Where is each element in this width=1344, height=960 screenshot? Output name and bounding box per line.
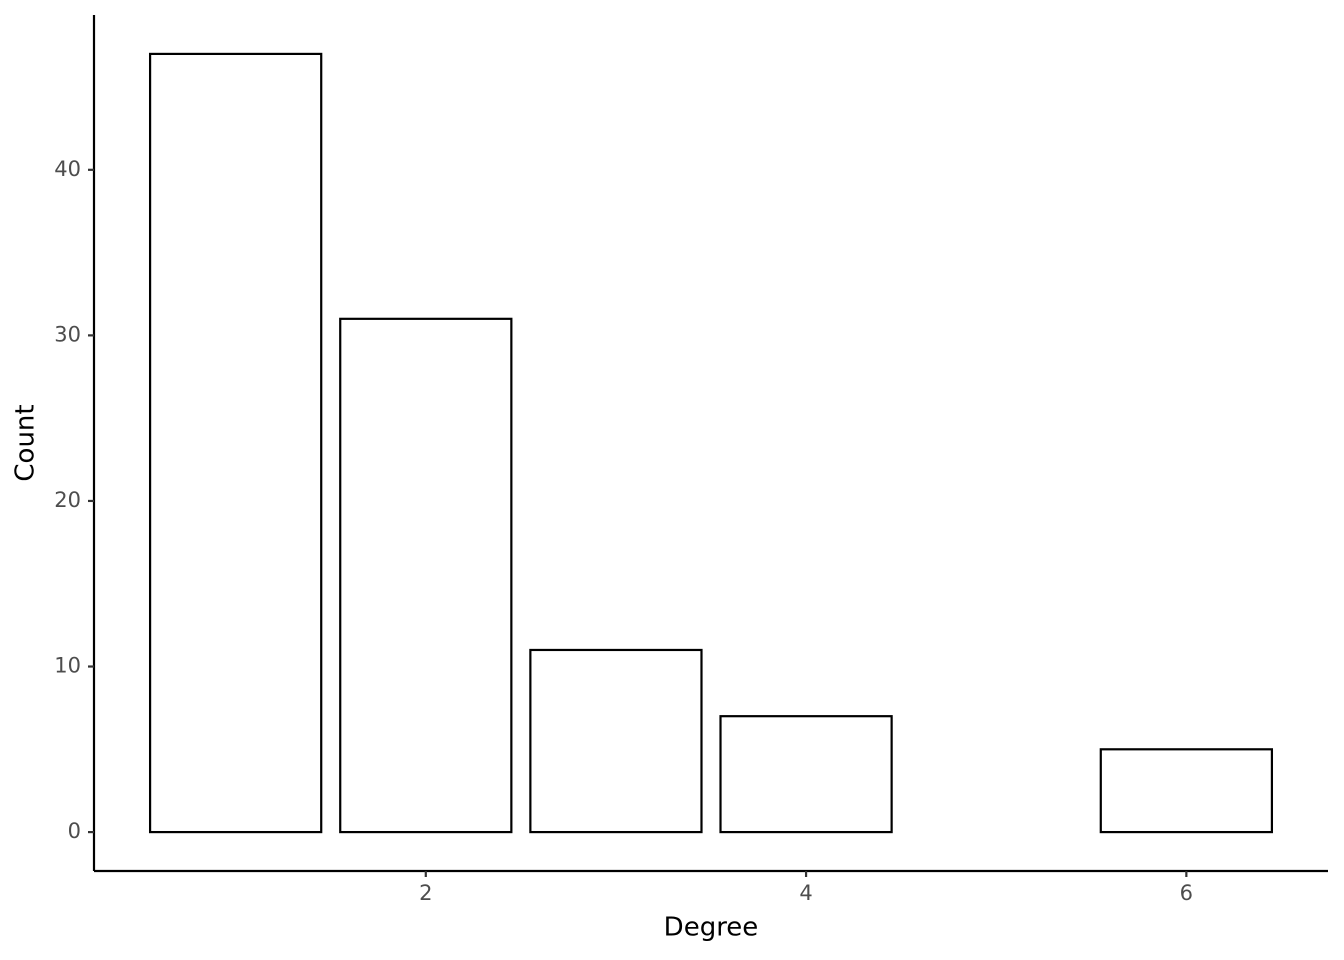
x-tick-label: 4 (799, 881, 812, 905)
bar (529, 648, 703, 834)
x-tick-label: 6 (1180, 881, 1193, 905)
bar (1099, 748, 1274, 834)
x-axis-title: Degree (664, 913, 759, 943)
y-axis-title: Count (11, 404, 41, 481)
bar (148, 52, 323, 834)
bar (339, 317, 513, 834)
y-tick-label: 30 (54, 322, 81, 346)
bar (719, 715, 893, 834)
x-tick-label: 2 (419, 881, 432, 905)
y-tick-label: 40 (54, 157, 81, 181)
y-tick-label: 10 (54, 654, 81, 678)
y-tick-label: 20 (54, 488, 81, 512)
y-tick-label: 0 (68, 819, 81, 843)
